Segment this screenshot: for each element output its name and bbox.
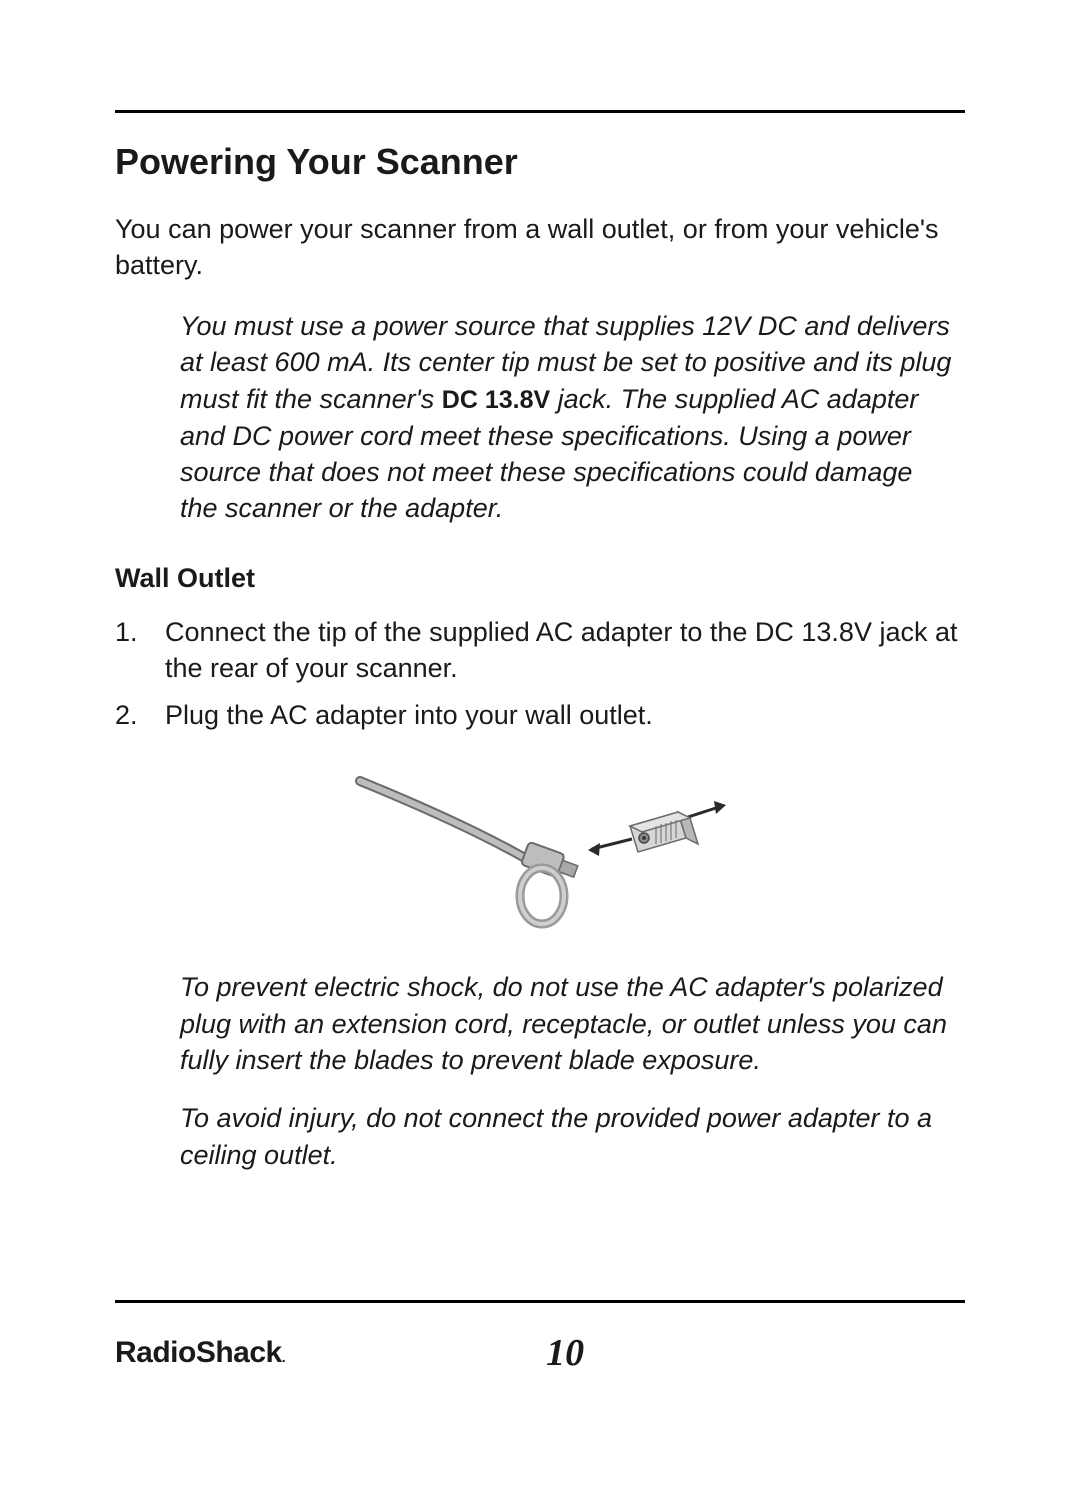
page-footer: RadioShack. 10: [115, 1300, 965, 1375]
adapter-diagram-icon: [330, 751, 750, 941]
illustration-container: [115, 751, 965, 941]
top-rule: [115, 110, 965, 113]
steps-list: 1. Connect the tip of the supplied AC ad…: [115, 614, 965, 733]
step-number: 1.: [115, 614, 165, 687]
power-requirements-note: You must use a power source that supplie…: [115, 308, 965, 527]
ceiling-outlet-caution-note: To avoid injury, do not connect the prov…: [115, 1100, 965, 1173]
bottom-rule: [115, 1300, 965, 1303]
page-content: Powering Your Scanner You can power your…: [0, 0, 1080, 1173]
step-text: Plug the AC adapter into your wall outle…: [165, 697, 653, 733]
page-number: 10: [165, 1331, 965, 1375]
list-item: 2. Plug the AC adapter into your wall ou…: [115, 697, 965, 733]
step-number: 2.: [115, 697, 165, 733]
shock-caution-note: To prevent electric shock, do not use th…: [115, 969, 965, 1078]
intro-paragraph: You can power your scanner from a wall o…: [115, 211, 965, 284]
dc-jack-label: DC 13.8V: [442, 386, 550, 414]
step-text: Connect the tip of the supplied AC adapt…: [165, 614, 965, 687]
wall-outlet-heading: Wall Outlet: [115, 563, 965, 594]
list-item: 1. Connect the tip of the supplied AC ad…: [115, 614, 965, 687]
footer-row: RadioShack. 10: [115, 1331, 965, 1375]
section-title: Powering Your Scanner: [115, 141, 965, 183]
